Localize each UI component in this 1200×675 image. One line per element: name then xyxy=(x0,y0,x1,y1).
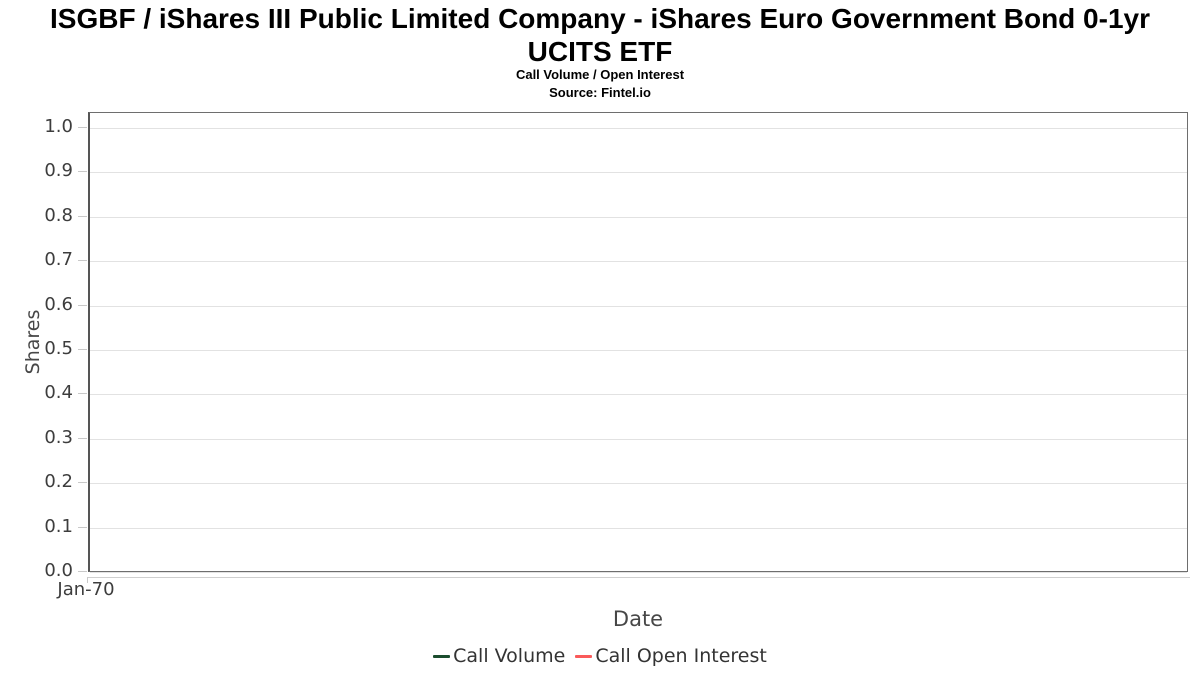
y-tick-label: 0.5 xyxy=(44,338,73,359)
legend-item-call-open-interest[interactable]: Call Open Interest xyxy=(575,645,767,667)
y-tick-label: 0.1 xyxy=(44,515,73,537)
y-tick-label: 0.0 xyxy=(44,560,73,581)
y-tick-mark xyxy=(78,127,87,128)
y-tick-label: 0.8 xyxy=(44,204,73,226)
chart-source: Source: Fintel.io xyxy=(549,85,651,100)
y-tick-mark xyxy=(78,526,87,528)
y-tick-label: 0.7 xyxy=(44,249,73,271)
y-tick-label: 0.6 xyxy=(44,293,73,315)
gridline xyxy=(90,172,1187,174)
y-tick-mark xyxy=(78,482,87,484)
y-axis: 0.0 0.1 0.2 0.3 0.4 0.5 0.6 0.7 0.8 0.9 1.0 xyxy=(0,112,88,581)
y-tick-label: 0.3 xyxy=(44,426,73,448)
x-tick-label: Jan-70 xyxy=(57,579,115,600)
gridline xyxy=(90,394,1187,396)
y-tick-mark xyxy=(78,260,87,262)
y-tick-label: 0.9 xyxy=(44,160,73,182)
plot-area xyxy=(88,112,1188,573)
x-axis-line xyxy=(88,577,1190,578)
gridline xyxy=(90,527,1187,529)
x-axis-title: Date xyxy=(612,607,664,631)
legend-item-call-volume[interactable]: Call Volume xyxy=(433,645,565,667)
legend-label: Call Open Interest xyxy=(595,645,767,667)
gridline xyxy=(90,261,1187,263)
y-tick-mark xyxy=(78,215,87,217)
y-tick-label: 0.2 xyxy=(44,471,73,493)
chart-title: ISGBF / iShares III Public Limited Compa… xyxy=(49,3,1150,67)
gridline xyxy=(90,350,1187,351)
gridline xyxy=(90,216,1187,218)
y-tick-mark xyxy=(78,437,87,439)
y-tick-mark xyxy=(78,349,87,350)
legend-label: Call Volume xyxy=(453,645,566,667)
legend: Call Volume Call Open Interest xyxy=(0,645,1200,667)
gridline xyxy=(90,438,1187,440)
y-tick-mark xyxy=(78,304,87,306)
y-tick-label: 1.0 xyxy=(44,116,73,137)
gridline xyxy=(90,128,1187,129)
legend-marker xyxy=(575,654,593,658)
legend-marker xyxy=(433,654,451,658)
x-tick-mark xyxy=(87,577,88,583)
chart-subtitle: Call Volume / Open Interest xyxy=(515,67,685,82)
y-tick-mark xyxy=(78,171,87,173)
y-tick-mark xyxy=(78,571,87,572)
y-tick-mark xyxy=(78,393,87,395)
gridline xyxy=(90,483,1187,485)
gridline xyxy=(90,572,1187,573)
gridline xyxy=(90,305,1187,307)
y-tick-label: 0.4 xyxy=(44,382,73,404)
